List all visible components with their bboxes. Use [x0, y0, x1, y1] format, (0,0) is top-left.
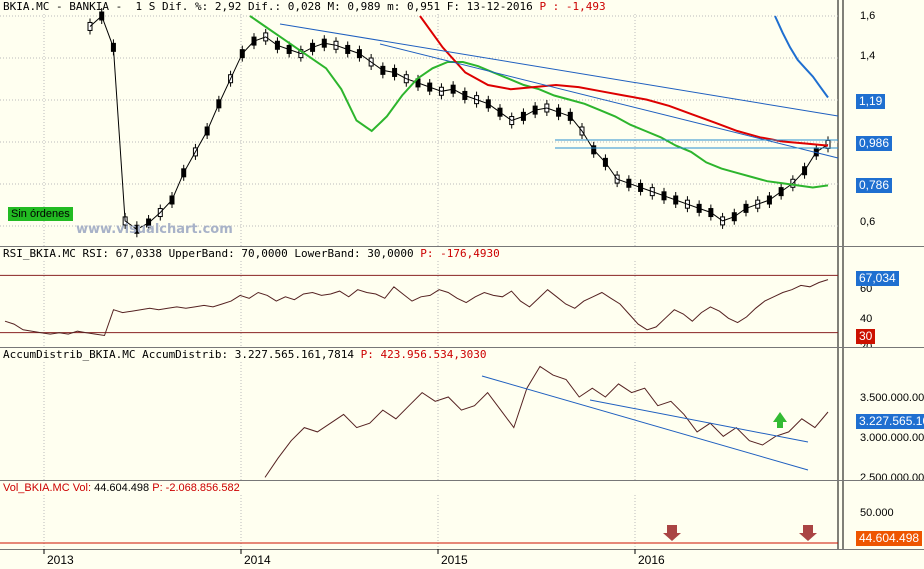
x-label-2015: 2015	[441, 553, 468, 567]
accum-chart	[43, 348, 844, 480]
rsi-flag-lower: 30	[856, 329, 876, 344]
separator	[0, 347, 924, 348]
accum-tick-3500: 3.500.000.000	[860, 392, 924, 404]
accum-header-text: AccumDistrib_BKIA.MC AccumDistrib: 3.227…	[3, 348, 361, 361]
x-label-2014: 2014	[244, 553, 271, 567]
x-axis	[43, 549, 636, 554]
price-flag-upper: 1,19	[856, 94, 886, 109]
price-header-p: P : -1,493	[539, 0, 606, 13]
vol-header: Vol_BKIA.MC Vol: 44.604.498 P: -2.068.85…	[3, 482, 240, 494]
accum-trend-2	[589, 399, 809, 443]
vol-down-arrow-1	[663, 525, 681, 541]
rsi-chart	[0, 247, 844, 347]
accum-header-p: P: 423.956.534,3030	[360, 348, 487, 361]
accum-header: AccumDistrib_BKIA.MC AccumDistrib: 3.227…	[3, 349, 486, 361]
accum-line	[264, 365, 829, 478]
accum-panel: AccumDistrib_BKIA.MC AccumDistrib: 3.227…	[0, 348, 924, 480]
vol-header-p: P: -2.068.856.582	[149, 482, 240, 494]
separator	[0, 549, 924, 550]
rsi-tick-20: 20	[860, 341, 873, 347]
watermark: www.visualchart.com	[76, 222, 233, 237]
vol-chart	[0, 481, 844, 549]
rsi-tick-40: 40	[860, 313, 873, 325]
vol-panel: Vol_BKIA.MC Vol: 44.604.498 P: -2.068.85…	[0, 481, 924, 549]
rsi-flag-last: 67,034	[856, 271, 899, 286]
status-label[interactable]: Sin órdenes	[8, 207, 73, 221]
rsi-header: RSI_BKIA.MC RSI: 67,0338 UpperBand: 70,0…	[3, 248, 500, 260]
ma-upper-line	[774, 15, 829, 99]
accum-tick-2500: 2.500.000.000	[860, 472, 924, 480]
rsi-header-text: RSI_BKIA.MC RSI: 67,0338 UpperBand: 70,0…	[3, 247, 421, 260]
accum-tick-3000: 3.000.000.000	[860, 432, 924, 444]
rsi-header-p: P: -176,4930	[420, 247, 500, 260]
vol-header-text: Vol_BKIA.MC Vol:	[3, 482, 95, 494]
rsi-panel: RSI_BKIA.MC RSI: 67,0338 UpperBand: 70,0…	[0, 247, 924, 347]
trendline-1	[279, 23, 839, 117]
price-tick-1-6: 1,6	[860, 10, 876, 22]
vol-flag-last: 44.604.498	[856, 531, 923, 546]
price-tick-1-4: 1,4	[860, 50, 876, 62]
vol-down-arrow-2	[799, 525, 817, 541]
price-header: BKIA.MC - BANKIA - 1 S Dif. %: 2,92 Dif.…	[3, 1, 606, 13]
rsi-tick-60: 60	[860, 283, 873, 295]
price-tick-0-6: 0,6	[860, 216, 876, 228]
accum-up-arrow	[773, 412, 787, 428]
price-chart	[0, 0, 844, 246]
vol-tick-50000: 50.000	[860, 507, 894, 519]
price-candle-63	[825, 139, 831, 149]
ma-fast-line	[249, 15, 829, 189]
trendline-2	[379, 43, 839, 159]
price-line	[89, 15, 829, 230]
price-panel: BKIA.MC - BANKIA - 1 S Dif. %: 2,92 Dif.…	[0, 0, 924, 246]
vol-header-value: 44.604.498	[94, 482, 150, 494]
separator	[0, 480, 924, 481]
x-label-2013: 2013	[47, 553, 74, 567]
price-flag-last: 0,986	[856, 136, 893, 151]
x-label-2016: 2016	[638, 553, 665, 567]
separator	[0, 246, 924, 247]
price-header-text: BKIA.MC - BANKIA - 1 S Dif. %: 2,92 Dif.…	[3, 0, 540, 13]
ma-slow-line	[419, 15, 829, 147]
accum-flag-last: 3.227.565.16	[856, 414, 924, 429]
rsi-line	[4, 279, 829, 337]
accum-trend-1	[481, 375, 809, 471]
price-flag-lower: 0,786	[856, 178, 893, 193]
